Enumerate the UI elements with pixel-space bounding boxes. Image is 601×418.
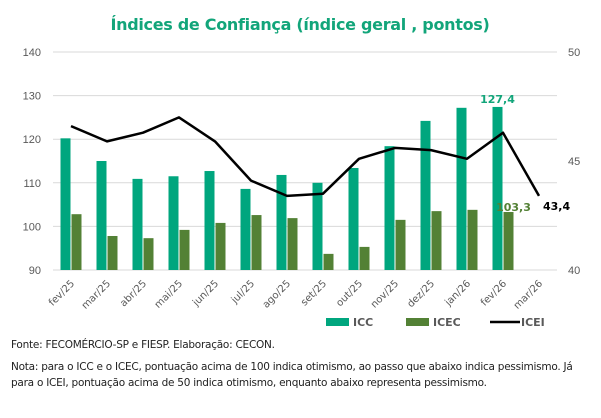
x-tick-label: set/25 [299, 278, 329, 308]
bar-icec [503, 212, 514, 270]
legend-swatch-icec [406, 318, 429, 326]
bar-icc [348, 167, 359, 270]
bar-icec [71, 214, 82, 270]
x-tick-label: jul/25 [229, 278, 257, 306]
x-tick-label: jun/25 [190, 278, 221, 309]
left-tick-label: 110 [23, 178, 41, 190]
bar-icec [359, 246, 370, 270]
x-tick-label: out/25 [334, 278, 365, 309]
source-text: Fonte: FECOMÉRCIO-SP e FIESP. Elaboração… [11, 339, 275, 351]
right-axis-ticks: 40 45 50 [568, 47, 580, 277]
legend-swatch-icc [326, 318, 349, 326]
left-tick-label: 130 [23, 91, 41, 103]
x-tick-label: jan/26 [442, 278, 473, 309]
bar-icc [96, 161, 107, 270]
x-tick-label: mai/25 [153, 278, 185, 310]
bar-icc [60, 138, 71, 270]
bar-icc [420, 120, 431, 270]
right-tick-label: 40 [568, 265, 580, 277]
x-tick-label: mar/25 [80, 278, 113, 311]
x-tick-label: abr/25 [118, 278, 149, 309]
bar-icec [107, 235, 118, 270]
bar-icc [312, 182, 323, 270]
chart: Índices de Confiança (índice geral , pon… [23, 15, 581, 329]
right-tick-label: 45 [568, 156, 580, 168]
left-tick-label: 120 [23, 134, 41, 146]
data-label-icc: 127,4 [480, 93, 515, 106]
x-tick-label: nov/25 [369, 278, 401, 310]
bar-icec [179, 229, 190, 270]
bar-icec [395, 219, 406, 270]
x-tick-label: dez/25 [405, 278, 437, 310]
left-tick-label: 90 [29, 265, 41, 277]
bar-icec [467, 209, 478, 270]
x-axis-ticks: fev/25 mar/25 abr/25 mai/25 jun/25 jul/25 ago/… [47, 278, 545, 311]
right-tick-label: 50 [568, 47, 580, 59]
bar-icc [456, 107, 467, 270]
bar-icec [215, 222, 226, 270]
legend-label-icei: ICEI [521, 316, 545, 329]
bars [60, 106, 514, 270]
bar-icec [323, 253, 334, 270]
x-tick-label: fev/25 [47, 278, 77, 308]
legend-label-icec: ICEC [433, 316, 461, 329]
bar-icec [287, 218, 298, 270]
note-text: Nota: para o ICC e o ICEC, pontuação aci… [11, 361, 573, 389]
chart-title: Índices de Confiança (índice geral , pon… [110, 15, 489, 34]
line-icei [70, 116, 541, 198]
data-label-icei: 43,4 [543, 200, 570, 213]
data-label-icec: 103,3 [496, 201, 531, 214]
bar-icc [204, 171, 215, 270]
data-labels: 127,4 103,3 43,4 [480, 93, 570, 214]
x-tick-label: ago/25 [261, 278, 293, 310]
legend-label-icc: ICC [353, 316, 373, 329]
bar-icec [143, 238, 154, 270]
bar-icc [384, 146, 395, 270]
left-axis-ticks: 90 100 110 120 130 140 [23, 47, 41, 277]
bar-icc [492, 106, 503, 270]
bar-icc [132, 178, 143, 270]
legend: ICC ICEC ICEI [326, 316, 545, 329]
x-tick-label: mar/26 [512, 278, 545, 311]
left-tick-label: 140 [23, 47, 41, 59]
chart-notes: Fonte: FECOMÉRCIO-SP e FIESP. Elaboração… [11, 337, 596, 397]
gridlines [53, 51, 557, 271]
left-tick-label: 100 [23, 221, 41, 233]
x-tick-label: fev/26 [479, 278, 509, 308]
bar-icc [168, 176, 179, 270]
lines [70, 116, 541, 198]
bar-icec [431, 211, 442, 270]
bar-icc [276, 174, 287, 270]
bar-icc [240, 188, 251, 270]
bar-icec [251, 215, 262, 270]
